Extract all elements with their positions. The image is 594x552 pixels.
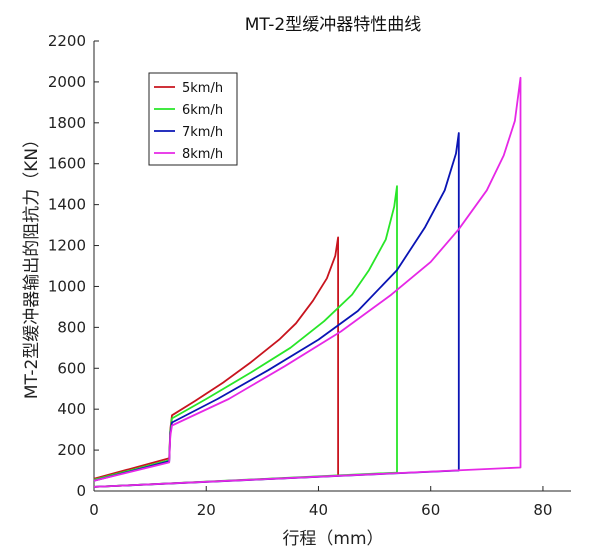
x-tick-label: 20 xyxy=(197,501,216,519)
legend-box xyxy=(148,72,238,166)
y-tick-label: 800 xyxy=(57,318,86,336)
y-tick-label: 1200 xyxy=(48,237,86,255)
series-line-1 xyxy=(93,236,340,488)
y-tick-label: 1000 xyxy=(48,277,86,295)
legend: 5km/h 6km/h 7km/h 8km/h xyxy=(148,72,238,166)
legend-label: 8km/h xyxy=(182,147,223,162)
y-axis-label: MT-2型缓冲器输出的阻抗力（KN） xyxy=(22,131,42,399)
y-tick-label: 400 xyxy=(57,400,86,418)
legend-label: 6km/h xyxy=(182,103,223,118)
x-tick-label: 0 xyxy=(89,501,99,519)
y-tick-label: 600 xyxy=(57,359,86,377)
y-tick-label: 1600 xyxy=(48,155,86,173)
legend-label: 7km/h xyxy=(182,125,223,140)
series-line-4 xyxy=(93,76,522,488)
series-line-2 xyxy=(93,185,398,488)
x-tick-label: 40 xyxy=(309,501,328,519)
chart-title: MT-2型缓冲器特性曲线 xyxy=(245,15,421,35)
plot-area xyxy=(93,76,522,488)
x-tick-label: 80 xyxy=(533,501,552,519)
y-tick-label: 0 xyxy=(76,482,86,500)
y-tick-label: 1400 xyxy=(48,196,86,214)
y-tick-label: 2200 xyxy=(48,32,86,50)
y-tick-label: 2000 xyxy=(48,73,86,91)
series-line-3 xyxy=(93,132,460,488)
x-tick-label: 60 xyxy=(421,501,440,519)
legend-label: 5km/h xyxy=(182,81,223,96)
x-axis-label: 行程（mm） xyxy=(282,529,383,549)
y-tick-label: 200 xyxy=(57,441,86,459)
axes: 0 20 40 60 800200400600800100012001400160018… xyxy=(48,32,571,519)
y-tick-label: 1800 xyxy=(48,114,86,132)
